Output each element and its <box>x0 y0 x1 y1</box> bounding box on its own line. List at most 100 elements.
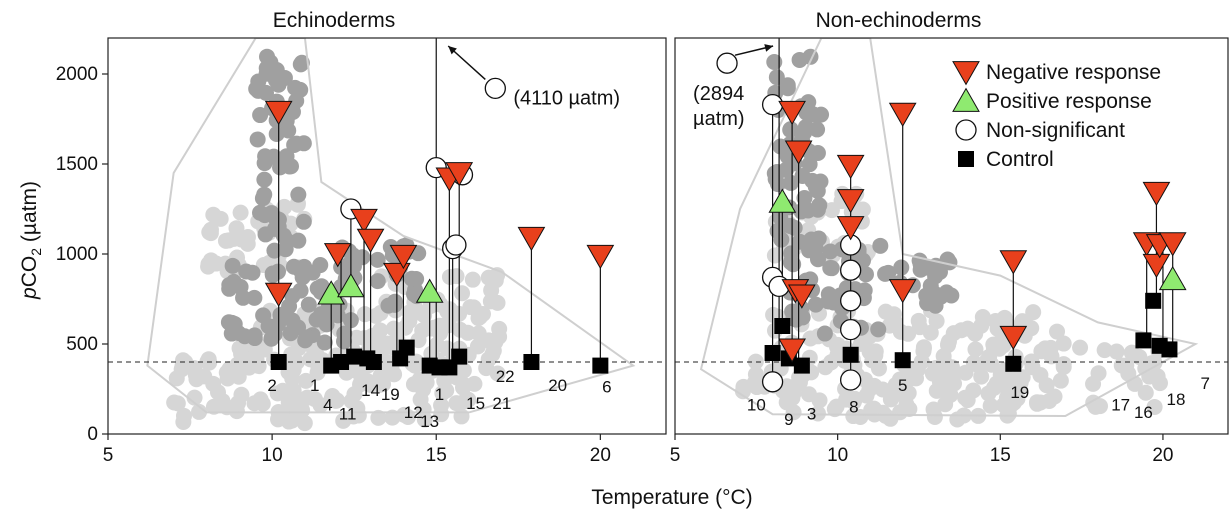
cloud-dot <box>1025 304 1042 321</box>
cloud-dot <box>912 255 929 272</box>
cloud-dot <box>978 353 995 370</box>
point-label: 10 <box>747 396 766 415</box>
cloud-dot <box>1072 339 1089 356</box>
cloud-dot <box>766 165 783 182</box>
negative-response-marker <box>350 208 378 234</box>
cloud-dot <box>370 409 387 426</box>
cloud-dot <box>254 190 271 207</box>
cloud-dot <box>872 237 889 254</box>
point-label: 8 <box>849 397 858 416</box>
cloud-dot <box>205 375 222 392</box>
cloud-dot <box>816 325 833 342</box>
cloud-dot <box>874 404 891 421</box>
control-marker <box>270 354 287 370</box>
cloud-dot <box>877 265 894 282</box>
legend-item: Control <box>958 148 1054 171</box>
control-marker <box>398 339 415 356</box>
y-tick-label: 0 <box>87 424 98 445</box>
cloud-dot <box>480 351 497 368</box>
cloud-dot <box>769 222 786 239</box>
control-marker <box>774 318 791 334</box>
off-scale-arrow <box>447 45 486 80</box>
cloud-dot <box>356 306 373 323</box>
negative-response-marker <box>517 226 546 252</box>
cloud-dot <box>992 369 1009 386</box>
nonsignificant-marker <box>761 371 784 393</box>
plot-area <box>675 38 1228 428</box>
cloud-dot <box>938 383 955 400</box>
cloud-dot <box>230 395 247 412</box>
cloud-dot <box>1049 323 1066 340</box>
cloud-dot <box>252 204 269 221</box>
cloud-dot <box>809 405 826 422</box>
legend-label: Control <box>986 148 1054 171</box>
negative-response-marker <box>445 162 474 187</box>
x-tick-label: 15 <box>990 445 1011 466</box>
negative-response-marker <box>778 338 806 363</box>
cloud-dot <box>982 397 999 414</box>
y-tick-label: 2000 <box>56 64 98 85</box>
cloud-dot <box>1055 335 1072 352</box>
negative-response-marker <box>788 284 816 309</box>
positive-response-marker <box>337 273 365 298</box>
cloud-dot <box>316 305 333 322</box>
cloud-dot <box>489 365 506 382</box>
off-scale-annotation: (4110 µatm) <box>513 87 620 109</box>
cloud-dot <box>800 94 817 111</box>
cloud-dot <box>396 406 413 423</box>
cloud-dot <box>431 317 448 334</box>
x-tick-label: 10 <box>827 445 848 466</box>
cloud-dot <box>908 370 925 387</box>
cloud-dot <box>793 203 810 220</box>
point-label: 2 <box>267 376 276 395</box>
negative-response-marker <box>264 282 293 307</box>
nonsignificant-marker <box>840 259 862 281</box>
point-label: 1 <box>435 385 444 404</box>
cloud-dot <box>845 408 862 425</box>
positive-response-marker <box>415 278 444 303</box>
cloud-dot <box>369 273 386 290</box>
cloud-dot <box>270 263 287 280</box>
point-label: 4 <box>323 396 332 415</box>
negative-response-marker <box>356 228 385 253</box>
cloud-dot <box>1137 384 1154 401</box>
cloud-dot <box>466 375 483 392</box>
cloud-dot <box>269 385 286 402</box>
cloud-dot <box>369 251 386 268</box>
cloud-dot <box>401 304 418 321</box>
cloud-dot <box>940 333 957 350</box>
cloud-dot <box>414 322 431 339</box>
cloud-dot <box>927 297 944 314</box>
cloud-dot <box>1085 375 1102 392</box>
cloud-dot <box>935 348 952 365</box>
nonsignificant-marker <box>761 93 784 116</box>
positive-response-marker <box>317 280 346 305</box>
point-label: 5 <box>898 376 907 395</box>
cloud-dot <box>284 103 301 120</box>
cloud-dot <box>224 257 241 274</box>
point-label: 14 <box>361 381 380 400</box>
panel-2: (2894 µatm) 10 9 3 8 5 19 17 16 18 7 Non-echinoderms… <box>670 9 1229 466</box>
control-marker <box>592 357 609 374</box>
cloud-dot <box>857 266 874 283</box>
arrow-head <box>764 44 774 52</box>
cloud-dot <box>252 391 269 408</box>
control-marker <box>1161 341 1178 358</box>
off-scale-arrow <box>734 44 774 56</box>
negative-response-marker <box>836 189 865 214</box>
negative-response-marker <box>323 243 352 268</box>
cloud-dot <box>267 72 284 89</box>
cloud-dot <box>188 371 205 388</box>
x-tick-label: 10 <box>262 445 283 466</box>
cloud-dot <box>168 370 185 387</box>
control-marker <box>764 345 781 361</box>
cloud-dot <box>1007 371 1024 388</box>
cloud-dot <box>782 254 799 271</box>
cloud-dot <box>811 392 828 409</box>
cloud-dot <box>448 305 465 322</box>
y-tick-label: 1500 <box>56 154 98 175</box>
cloud-dot <box>386 296 403 313</box>
point-label: 22 <box>496 367 515 386</box>
cloud-dot <box>255 307 272 324</box>
background-cloud <box>166 48 508 432</box>
